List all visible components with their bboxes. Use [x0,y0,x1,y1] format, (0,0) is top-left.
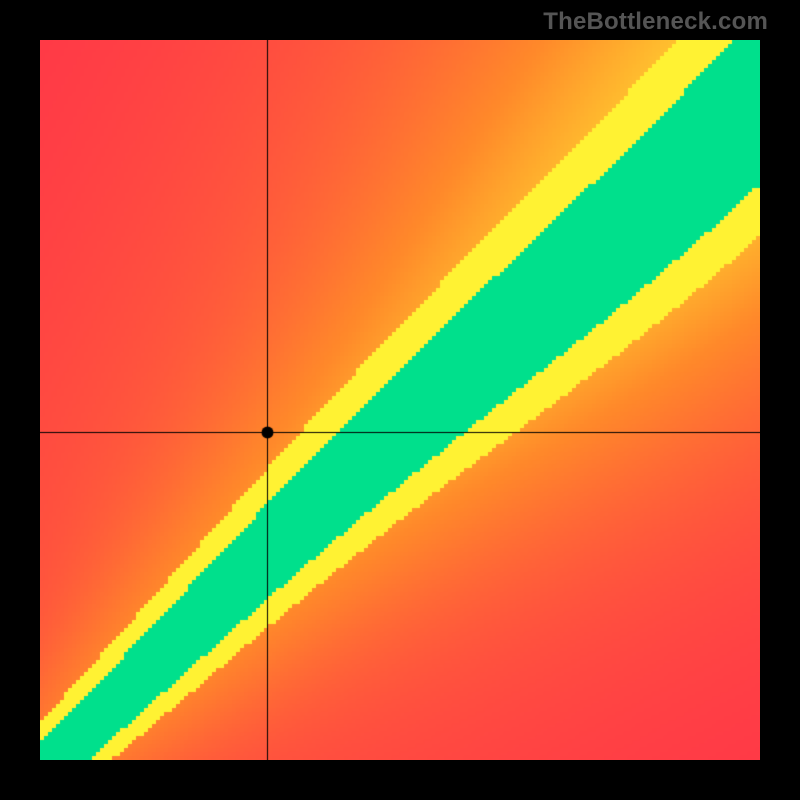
heatmap-canvas [40,40,760,760]
chart-root: TheBottleneck.com [0,0,800,800]
watermark-label: TheBottleneck.com [543,8,768,36]
plot-area [40,40,760,760]
